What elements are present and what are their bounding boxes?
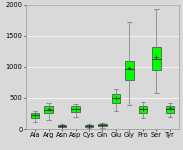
PathPatch shape bbox=[152, 47, 161, 70]
PathPatch shape bbox=[44, 106, 53, 113]
PathPatch shape bbox=[31, 112, 39, 118]
PathPatch shape bbox=[58, 125, 66, 127]
PathPatch shape bbox=[85, 125, 93, 127]
PathPatch shape bbox=[166, 106, 174, 112]
PathPatch shape bbox=[125, 61, 134, 80]
PathPatch shape bbox=[71, 106, 80, 112]
PathPatch shape bbox=[112, 94, 120, 103]
PathPatch shape bbox=[98, 124, 107, 126]
PathPatch shape bbox=[139, 106, 147, 112]
